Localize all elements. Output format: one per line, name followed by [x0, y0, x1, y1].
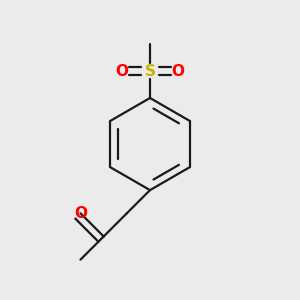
- Text: O: O: [115, 64, 128, 79]
- Text: S: S: [145, 64, 155, 79]
- Text: O: O: [74, 206, 87, 221]
- Text: O: O: [172, 64, 185, 79]
